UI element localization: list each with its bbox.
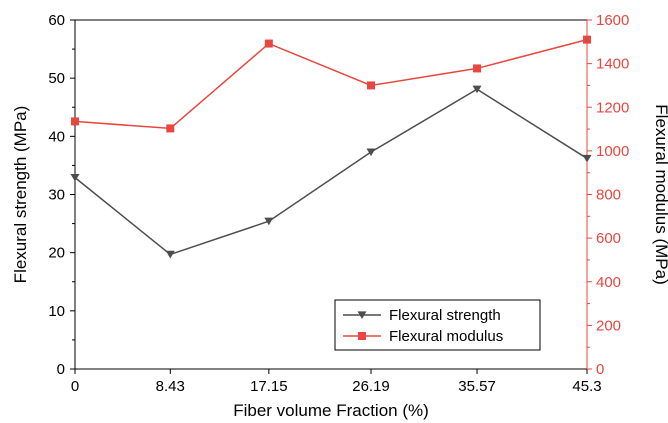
legend-label-flexural-modulus: Flexural modulus [389, 328, 503, 345]
y-right-axis: 0 200 400 600 800 1000 1200 1400 1600 [587, 12, 629, 378]
legend-label-flexural-strength: Flexural strength [389, 307, 501, 324]
point-flexural-strength [264, 217, 274, 226]
point-flexural-strength [582, 154, 592, 163]
point-flexural-strength [165, 250, 175, 259]
x-axis-title: Fiber volume Fraction (%) [233, 401, 429, 420]
y-left-tick-label: 50 [48, 70, 65, 87]
y-right-tick-label: 800 [596, 187, 621, 204]
point-flexural-modulus [71, 117, 79, 126]
x-tick-label: 45.3 [572, 378, 601, 395]
series-layer [70, 35, 592, 259]
point-flexural-strength [472, 85, 482, 94]
y-right-axis-title: Flexural modulus (MPa) [652, 104, 668, 284]
point-flexural-strength [70, 174, 80, 182]
point-flexural-modulus [473, 64, 482, 73]
y-left-tick-label: 30 [48, 187, 65, 204]
point-flexural-strength [366, 148, 376, 157]
point-flexural-modulus [583, 35, 591, 44]
x-tick-label: 35.57 [458, 378, 496, 395]
y-right-tick-label: 400 [596, 274, 621, 291]
x-tick-label: 26.19 [352, 378, 390, 395]
y-right-tick-label: 600 [596, 230, 621, 247]
y-left-tick-label: 20 [48, 245, 65, 262]
y-left-axis: 0 10 20 30 40 50 60 [48, 12, 75, 378]
legend: Flexural strength Flexural modulus [334, 299, 541, 351]
y-left-axis-title: Flexural strength (MPa) [11, 106, 30, 284]
y-right-tick-label: 1000 [596, 143, 629, 160]
x-tick-label: 0 [71, 378, 79, 395]
legend-marker-flexural-modulus [358, 332, 366, 340]
series-line-flexural-modulus [74, 38, 588, 130]
point-flexural-modulus [367, 81, 376, 90]
x-tick-label: 8.43 [156, 378, 185, 395]
y-left-tick-label: 10 [48, 303, 65, 320]
y-right-tick-label: 1400 [596, 56, 629, 73]
y-right-tick-label: 200 [596, 317, 621, 334]
x-axis: 0 8.43 17.15 26.19 35.57 45.3 [71, 369, 602, 395]
y-left-tick-label: 60 [48, 12, 65, 29]
y-right-tick-label: 1600 [596, 12, 629, 29]
y-left-tick-label: 0 [57, 361, 65, 378]
x-tick-label: 17.15 [250, 378, 288, 395]
point-flexural-modulus [264, 39, 273, 48]
legend-marker-flexural-strength [357, 311, 367, 320]
y-left-tick-label: 40 [48, 128, 65, 145]
y-right-tick-label: 1200 [596, 99, 629, 116]
y-right-tick-label: 0 [596, 361, 604, 378]
series-line-flexural-strength [74, 88, 588, 256]
point-flexural-modulus [166, 124, 175, 133]
legend-box [334, 299, 541, 351]
